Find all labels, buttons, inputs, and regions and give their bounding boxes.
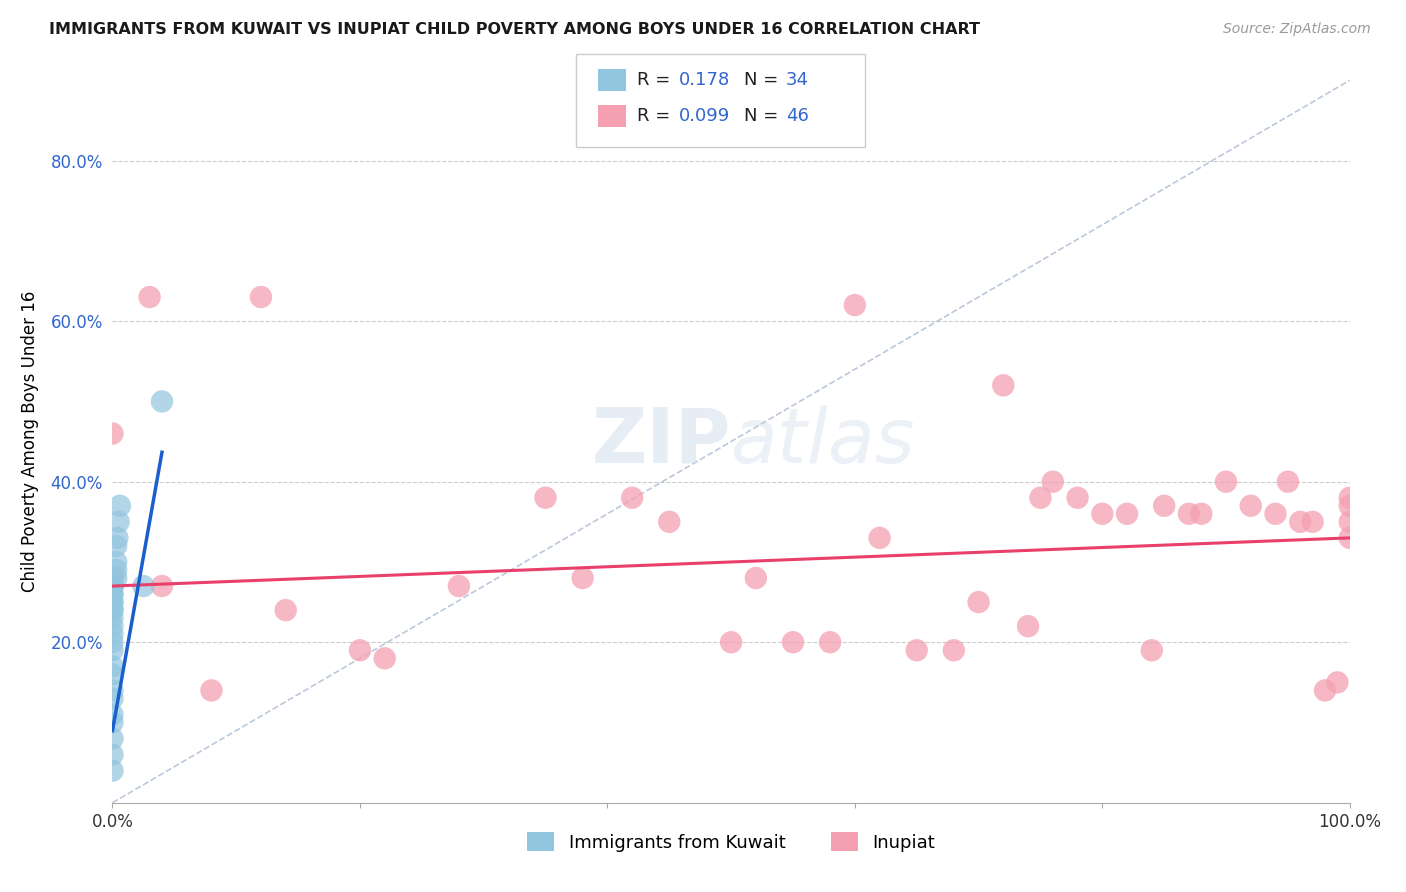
Inupiat: [1189, 507, 1212, 521]
Immigrants from Kuwait: [101, 579, 124, 593]
Immigrants from Kuwait: [105, 539, 128, 553]
Immigrants from Kuwait: [101, 579, 124, 593]
Text: Source: ZipAtlas.com: Source: ZipAtlas.com: [1223, 22, 1371, 37]
Immigrants from Kuwait: [101, 587, 124, 601]
Immigrants from Kuwait: [107, 515, 129, 529]
Immigrants from Kuwait: [101, 747, 124, 762]
Inupiat: [1313, 683, 1336, 698]
Immigrants from Kuwait: [101, 691, 124, 706]
Text: N =: N =: [744, 107, 783, 125]
Immigrants from Kuwait: [101, 595, 124, 609]
Inupiat: [621, 491, 644, 505]
Inupiat: [869, 531, 891, 545]
Inupiat: [1240, 499, 1263, 513]
Immigrants from Kuwait: [101, 635, 124, 649]
Inupiat: [200, 683, 222, 698]
Immigrants from Kuwait: [101, 603, 124, 617]
Inupiat: [250, 290, 273, 304]
Inupiat: [658, 515, 681, 529]
Inupiat: [101, 571, 124, 585]
Inupiat: [993, 378, 1015, 392]
Inupiat: [571, 571, 593, 585]
Text: 0.099: 0.099: [679, 107, 730, 125]
Text: R =: R =: [637, 107, 676, 125]
Inupiat: [1289, 515, 1312, 529]
Immigrants from Kuwait: [101, 587, 124, 601]
Immigrants from Kuwait: [101, 667, 124, 681]
Immigrants from Kuwait: [105, 563, 128, 577]
Inupiat: [905, 643, 928, 657]
Text: N =: N =: [744, 71, 783, 89]
Inupiat: [782, 635, 804, 649]
Immigrants from Kuwait: [101, 627, 124, 641]
Inupiat: [1116, 507, 1139, 521]
Inupiat: [1339, 531, 1361, 545]
Y-axis label: Child Poverty Among Boys Under 16: Child Poverty Among Boys Under 16: [21, 291, 39, 592]
Inupiat: [150, 579, 173, 593]
Inupiat: [967, 595, 990, 609]
Immigrants from Kuwait: [101, 715, 124, 730]
Inupiat: [1029, 491, 1052, 505]
Inupiat: [844, 298, 866, 312]
Inupiat: [1264, 507, 1286, 521]
Immigrants from Kuwait: [101, 619, 124, 633]
Immigrants from Kuwait: [101, 731, 124, 746]
Immigrants from Kuwait: [132, 579, 155, 593]
Immigrants from Kuwait: [101, 603, 124, 617]
Inupiat: [1091, 507, 1114, 521]
Inupiat: [1042, 475, 1064, 489]
Immigrants from Kuwait: [101, 643, 124, 657]
Immigrants from Kuwait: [101, 595, 124, 609]
Inupiat: [138, 290, 160, 304]
Inupiat: [274, 603, 297, 617]
Immigrants from Kuwait: [101, 611, 124, 625]
Inupiat: [349, 643, 371, 657]
Inupiat: [1017, 619, 1039, 633]
Legend: Immigrants from Kuwait, Inupiat: Immigrants from Kuwait, Inupiat: [520, 825, 942, 859]
Inupiat: [1339, 499, 1361, 513]
Text: 46: 46: [786, 107, 808, 125]
Immigrants from Kuwait: [101, 579, 124, 593]
Immigrants from Kuwait: [107, 531, 129, 545]
Text: 34: 34: [786, 71, 808, 89]
Immigrants from Kuwait: [101, 764, 124, 778]
Immigrants from Kuwait: [150, 394, 173, 409]
Text: R =: R =: [637, 71, 676, 89]
Inupiat: [1326, 675, 1348, 690]
Inupiat: [101, 426, 124, 441]
Inupiat: [745, 571, 768, 585]
Text: atlas: atlas: [731, 405, 915, 478]
Immigrants from Kuwait: [101, 659, 124, 673]
Inupiat: [1302, 515, 1324, 529]
Text: ZIP: ZIP: [592, 405, 731, 478]
Immigrants from Kuwait: [101, 683, 124, 698]
Inupiat: [1339, 515, 1361, 529]
Text: 0.178: 0.178: [679, 71, 730, 89]
Immigrants from Kuwait: [101, 579, 124, 593]
Inupiat: [1153, 499, 1175, 513]
Inupiat: [818, 635, 841, 649]
Inupiat: [1339, 491, 1361, 505]
Immigrants from Kuwait: [105, 571, 128, 585]
Text: IMMIGRANTS FROM KUWAIT VS INUPIAT CHILD POVERTY AMONG BOYS UNDER 16 CORRELATION : IMMIGRANTS FROM KUWAIT VS INUPIAT CHILD …: [49, 22, 980, 37]
Inupiat: [534, 491, 557, 505]
Inupiat: [374, 651, 396, 665]
Immigrants from Kuwait: [108, 499, 131, 513]
Inupiat: [447, 579, 470, 593]
Inupiat: [720, 635, 742, 649]
Inupiat: [942, 643, 965, 657]
Inupiat: [1178, 507, 1201, 521]
Immigrants from Kuwait: [105, 555, 128, 569]
Inupiat: [1215, 475, 1237, 489]
Inupiat: [1277, 475, 1299, 489]
Immigrants from Kuwait: [101, 579, 124, 593]
Inupiat: [1140, 643, 1163, 657]
Immigrants from Kuwait: [101, 707, 124, 722]
Inupiat: [1066, 491, 1088, 505]
